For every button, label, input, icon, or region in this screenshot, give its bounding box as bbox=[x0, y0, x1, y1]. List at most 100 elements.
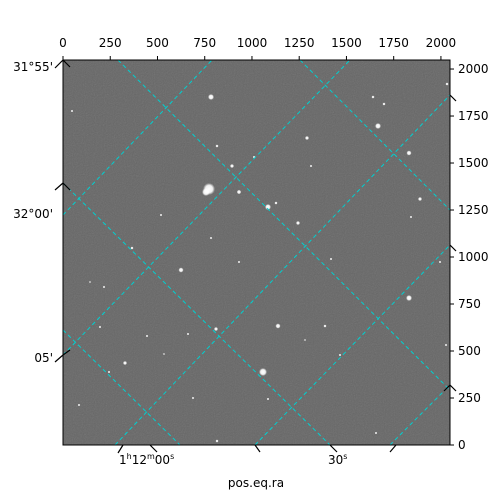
right-axis-tick-label: 0 bbox=[458, 438, 466, 452]
grid-line bbox=[254, 244, 450, 445]
top-pixel-axis: 0 250 500 750 1000 1250 1500 1750 2000 bbox=[59, 36, 456, 60]
grid-line bbox=[63, 60, 351, 356]
world-coordinate-tick bbox=[329, 444, 338, 453]
star bbox=[70, 109, 74, 113]
star bbox=[215, 439, 219, 443]
right-axis-tick-label: 1500 bbox=[458, 156, 489, 170]
star bbox=[406, 295, 412, 301]
top-axis-tick-label: 1750 bbox=[378, 36, 409, 50]
star bbox=[266, 397, 270, 401]
grid-line bbox=[63, 329, 181, 445]
star bbox=[209, 236, 213, 240]
world-coordinate-tick bbox=[62, 349, 71, 356]
right-axis-tick-label: 500 bbox=[458, 344, 481, 358]
right-axis-tick-label: 1000 bbox=[458, 250, 489, 264]
top-axis-tick-label: 0 bbox=[59, 36, 67, 50]
star bbox=[178, 267, 184, 273]
star bbox=[265, 204, 271, 210]
grid-line bbox=[63, 60, 213, 216]
star bbox=[296, 221, 300, 225]
star bbox=[309, 164, 313, 168]
right-axis-tick-label: 750 bbox=[458, 297, 481, 311]
top-axis-tick-label: 1000 bbox=[237, 36, 268, 50]
world-coordinate-tick bbox=[449, 244, 457, 252]
star bbox=[215, 144, 219, 148]
top-axis-tick-label: 2000 bbox=[426, 36, 457, 50]
world-coordinate-tick bbox=[443, 384, 451, 392]
star bbox=[375, 123, 381, 129]
right-pixel-axis: 0 250 500 750 1000 1250 1500 1750 2000 bbox=[450, 62, 489, 452]
world-coordinate-tick bbox=[54, 59, 64, 69]
top-axis-tick-label: 750 bbox=[193, 36, 216, 50]
world-coordinate-tick bbox=[54, 182, 64, 191]
star bbox=[274, 201, 278, 205]
star bbox=[163, 353, 165, 355]
star bbox=[214, 327, 218, 331]
top-axis-tick-label: 1250 bbox=[284, 36, 315, 50]
ra-label-2: 30s bbox=[328, 452, 347, 467]
star bbox=[329, 257, 333, 261]
world-coordinate-tick bbox=[449, 94, 457, 102]
star bbox=[304, 339, 306, 341]
star bbox=[275, 323, 281, 329]
world-coordinate-tick bbox=[254, 444, 261, 453]
coordinate-grid bbox=[63, 60, 450, 445]
plot-frame bbox=[62, 59, 451, 446]
right-axis-tick-label: 2000 bbox=[458, 62, 489, 76]
world-coordinate-tick bbox=[117, 444, 124, 454]
star bbox=[102, 285, 106, 289]
star bbox=[98, 325, 102, 329]
star bbox=[186, 332, 190, 336]
world-coordinate-tick bbox=[62, 182, 71, 191]
star bbox=[208, 94, 214, 100]
grid-line bbox=[299, 60, 450, 211]
star bbox=[418, 197, 422, 201]
star bbox=[338, 353, 342, 357]
star bbox=[259, 368, 267, 376]
star bbox=[371, 95, 375, 99]
star bbox=[406, 150, 412, 156]
world-coordinate-tick bbox=[389, 444, 397, 453]
right-axis-tick-label: 250 bbox=[458, 391, 481, 405]
star bbox=[123, 361, 127, 365]
star bbox=[191, 396, 195, 400]
star bbox=[305, 136, 309, 140]
stars-layer bbox=[70, 82, 449, 443]
dec-label-1: 31°55' bbox=[13, 60, 53, 74]
star bbox=[77, 403, 81, 407]
star bbox=[230, 164, 234, 168]
x-axis-title: pos.eq.ra bbox=[228, 476, 284, 490]
top-axis-tick-label: 1500 bbox=[331, 36, 362, 50]
star bbox=[445, 82, 449, 86]
grid-line bbox=[63, 182, 331, 445]
star bbox=[409, 215, 413, 219]
world-coordinate-ticks bbox=[54, 59, 457, 454]
world-coordinate-tick bbox=[449, 384, 457, 392]
star bbox=[107, 370, 111, 374]
star bbox=[237, 260, 241, 264]
star bbox=[444, 343, 448, 347]
star bbox=[130, 246, 134, 250]
star bbox=[89, 281, 91, 283]
world-coordinate-tick bbox=[62, 59, 71, 68]
ra-label-1: 1h12m00s bbox=[119, 452, 174, 467]
dec-label-3: 05' bbox=[34, 351, 53, 365]
dec-label-2: 32°00' bbox=[13, 207, 53, 221]
star bbox=[236, 189, 242, 195]
top-axis-tick-label: 500 bbox=[146, 36, 169, 50]
top-axis-tick-label: 250 bbox=[99, 36, 122, 50]
sky-image-noise bbox=[63, 60, 450, 445]
star bbox=[438, 260, 442, 264]
star bbox=[202, 188, 210, 196]
star bbox=[323, 324, 327, 328]
right-axis-tick-label: 1250 bbox=[458, 203, 489, 217]
world-coordinate-tick bbox=[149, 444, 158, 453]
star bbox=[374, 431, 378, 435]
right-axis-tick-label: 1750 bbox=[458, 109, 489, 123]
grid-line bbox=[389, 384, 450, 445]
grid-line bbox=[117, 60, 450, 391]
star bbox=[382, 102, 386, 106]
sky-image bbox=[63, 60, 450, 445]
world-coordinate-tick bbox=[54, 354, 64, 363]
